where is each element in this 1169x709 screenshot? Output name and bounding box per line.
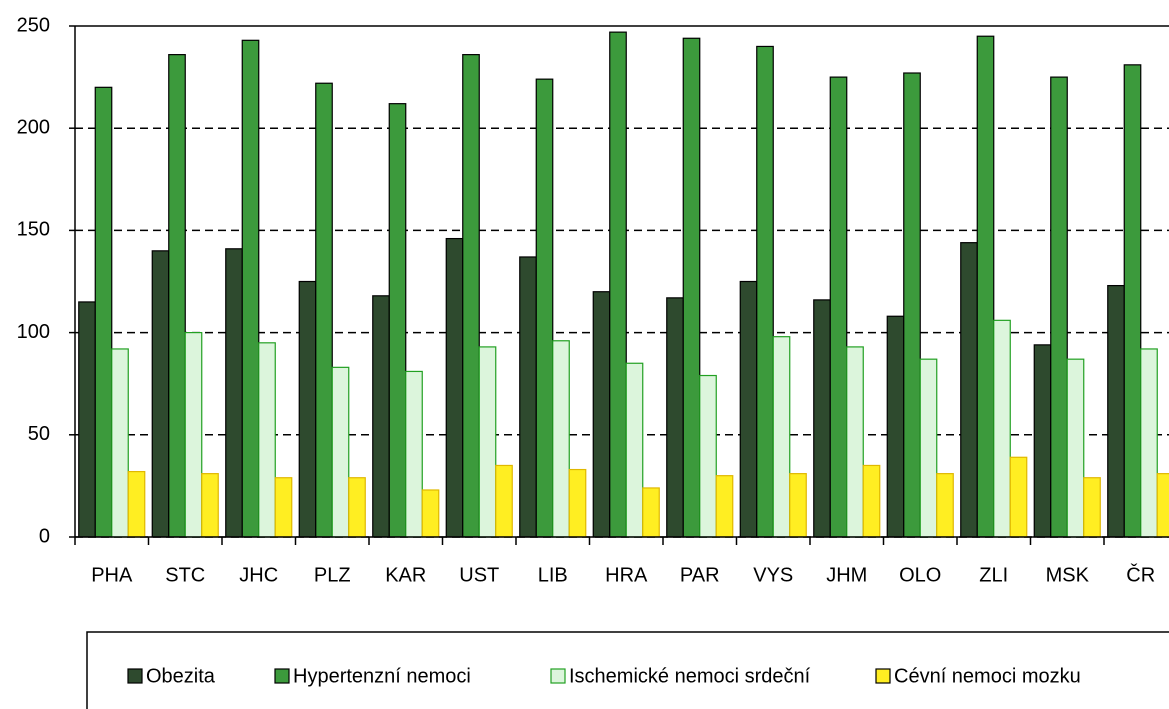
x-tick-label: ČR xyxy=(1126,563,1155,586)
bar xyxy=(495,464,513,538)
legend-box xyxy=(86,631,1169,709)
bar xyxy=(421,489,440,538)
x-tick-label: OLO xyxy=(899,564,941,586)
bar xyxy=(919,358,938,538)
x-tick-label: UST xyxy=(459,564,499,586)
x-tick-label: ZLI xyxy=(979,564,1008,586)
y-tick-label: 50 xyxy=(28,423,50,445)
bar xyxy=(1009,456,1028,538)
bar xyxy=(960,242,978,538)
bar xyxy=(625,362,644,538)
bar xyxy=(552,340,570,538)
bar xyxy=(201,473,219,538)
bar xyxy=(846,346,864,538)
bar xyxy=(829,76,848,538)
bar xyxy=(1123,64,1142,538)
bar xyxy=(94,86,113,538)
legend-label: Cévní nemoci mozku xyxy=(894,665,1081,687)
bar xyxy=(168,54,186,538)
bar xyxy=(903,72,921,538)
bar xyxy=(813,299,831,538)
y-tick-label: 100 xyxy=(17,321,50,343)
bar xyxy=(151,250,170,538)
bar xyxy=(642,487,660,538)
bar xyxy=(1033,344,1052,538)
legend-label: Hypertenzní nemoci xyxy=(293,665,471,687)
bar xyxy=(789,473,807,538)
bar xyxy=(519,256,537,538)
bar xyxy=(715,475,734,538)
bar xyxy=(241,39,260,538)
x-tick-label: PAR xyxy=(680,564,720,586)
bar xyxy=(445,237,464,538)
x-tick-label: JHM xyxy=(826,564,867,586)
bar xyxy=(372,295,390,538)
bar xyxy=(1050,76,1068,538)
bar xyxy=(258,342,276,538)
x-tick-label: HRA xyxy=(605,564,648,586)
legend-swatch xyxy=(875,668,891,684)
bar xyxy=(739,280,758,538)
bar xyxy=(1140,348,1158,538)
bar xyxy=(184,332,203,538)
bar xyxy=(666,297,684,538)
x-tick-label: PLZ xyxy=(314,564,351,586)
bar xyxy=(592,291,611,538)
bar xyxy=(976,35,995,538)
bar xyxy=(886,315,905,538)
y-tick-label: 150 xyxy=(17,219,50,241)
bar xyxy=(993,319,1011,538)
bar xyxy=(315,82,333,538)
bar xyxy=(274,477,293,538)
legend-label: Ischemické nemoci srdeční xyxy=(569,665,811,687)
bar xyxy=(1156,473,1169,538)
bar xyxy=(1107,284,1125,538)
legend-label: Obezita xyxy=(146,665,216,687)
bar xyxy=(405,370,423,538)
bar xyxy=(1066,358,1085,538)
legend-swatch xyxy=(127,668,143,684)
bar xyxy=(111,348,129,538)
x-tick-label: LIB xyxy=(538,564,568,586)
x-tick-label: KAR xyxy=(385,564,426,586)
x-tick-label: MSK xyxy=(1046,564,1090,586)
bar xyxy=(462,54,480,538)
y-tick-label: 250 xyxy=(17,14,50,36)
bar xyxy=(936,473,954,538)
bar xyxy=(682,37,701,538)
legend-swatch xyxy=(550,668,566,684)
bar xyxy=(862,464,881,538)
bar xyxy=(331,366,350,538)
bar xyxy=(535,78,554,538)
bar xyxy=(298,280,317,538)
bar xyxy=(478,346,497,538)
bar xyxy=(388,103,407,538)
bar xyxy=(225,248,243,538)
bar xyxy=(609,31,627,538)
x-tick-label: STC xyxy=(165,564,205,586)
x-tick-label: PHA xyxy=(91,564,133,586)
bar xyxy=(127,470,146,538)
bar xyxy=(348,477,366,538)
bar xyxy=(772,336,791,538)
bar xyxy=(568,468,587,538)
x-tick-label: VYS xyxy=(753,564,793,586)
y-tick-label: 200 xyxy=(17,116,50,138)
x-tick-label: JHC xyxy=(239,564,278,586)
bar xyxy=(756,45,774,538)
bar xyxy=(699,374,717,538)
legend-swatch xyxy=(274,668,290,684)
y-tick-label: 0 xyxy=(39,525,50,547)
bar xyxy=(78,301,96,538)
bar xyxy=(1083,477,1101,538)
